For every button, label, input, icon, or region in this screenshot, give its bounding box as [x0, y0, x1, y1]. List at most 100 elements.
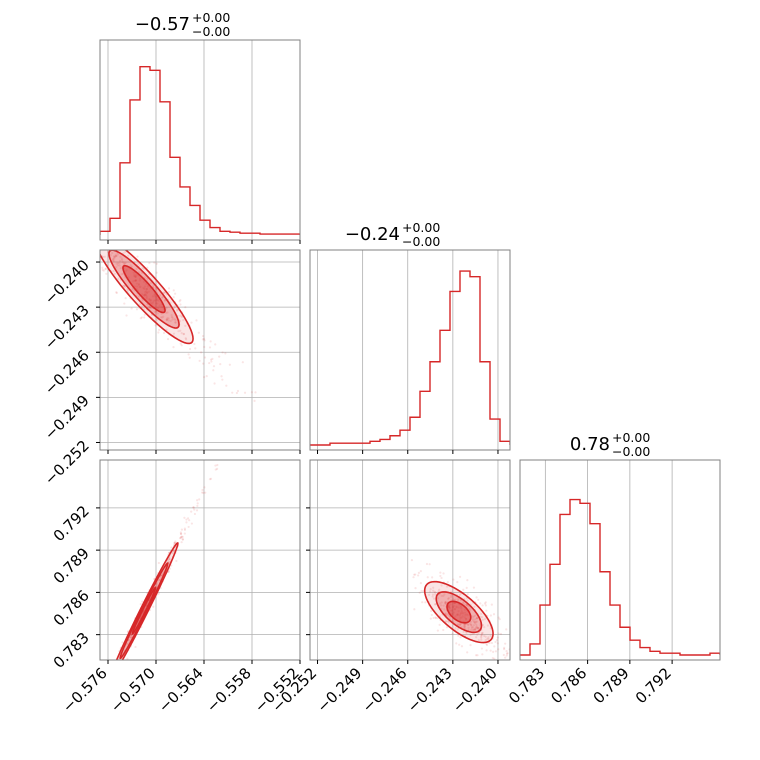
- sample-point: [431, 593, 435, 596]
- sample-point: [198, 498, 201, 501]
- sample-point: [428, 593, 431, 596]
- sample-point: [190, 321, 193, 324]
- sample-point: [450, 612, 453, 615]
- sample-point: [200, 351, 203, 354]
- sample-point: [134, 645, 137, 649]
- sample-point: [414, 573, 417, 576]
- sample-point: [105, 272, 108, 275]
- sample-point: [208, 346, 212, 349]
- sample-point: [173, 318, 176, 321]
- sample-point: [469, 644, 472, 647]
- sample-point: [103, 246, 105, 248]
- sample-point: [464, 613, 467, 617]
- sample-point: [115, 254, 118, 258]
- sample-point: [470, 623, 473, 626]
- sample-point: [172, 296, 175, 299]
- sample-point: [155, 299, 158, 302]
- sample-point: [87, 233, 89, 235]
- sample-point: [136, 255, 139, 258]
- sample-point: [490, 641, 493, 645]
- sample-point: [447, 597, 450, 600]
- sample-point: [497, 616, 500, 619]
- sample-point: [109, 680, 111, 682]
- sample-point: [224, 352, 227, 355]
- sample-point: [466, 605, 469, 608]
- sample-point: [457, 610, 460, 613]
- sample-point: [151, 295, 154, 298]
- sample-point: [414, 587, 417, 590]
- sample-point: [134, 279, 137, 282]
- sample-point: [480, 632, 484, 635]
- sample-point: [173, 541, 176, 545]
- sample-point: [480, 638, 483, 641]
- y-tick-label: −0.249: [41, 391, 93, 443]
- sample-point: [447, 607, 451, 610]
- sample-point: [464, 620, 467, 623]
- sample-point: [449, 606, 452, 609]
- sample-point: [179, 303, 182, 306]
- sample-point: [192, 506, 195, 509]
- sample-point: [112, 259, 115, 262]
- sample-point: [140, 305, 144, 308]
- sample-point: [111, 229, 113, 231]
- sample-point: [126, 289, 130, 292]
- sample-point: [117, 674, 119, 676]
- sample-point: [112, 669, 114, 671]
- sample-point: [160, 296, 164, 299]
- sample-point: [161, 306, 164, 309]
- sample-point: [473, 621, 477, 625]
- error-minus-2: −0.00: [612, 444, 650, 459]
- sample-point: [474, 628, 477, 631]
- sample-point: [165, 311, 168, 314]
- contour-0: [122, 264, 166, 314]
- sample-point: [187, 525, 190, 529]
- sample-point: [451, 632, 454, 635]
- x-tick-label: 0.792: [632, 664, 675, 707]
- sample-point: [123, 286, 127, 289]
- sample-point: [484, 638, 487, 642]
- sample-point: [434, 617, 438, 620]
- sample-point: [481, 631, 484, 634]
- sample-point: [505, 649, 508, 653]
- sample-point: [468, 607, 471, 610]
- sample-point: [202, 337, 206, 340]
- sample-point: [103, 242, 105, 244]
- sample-point: [203, 339, 206, 342]
- sample-point: [91, 227, 93, 229]
- sample-point: [476, 616, 479, 620]
- sample-point: [122, 284, 126, 288]
- sample-point: [154, 299, 157, 302]
- sample-point: [121, 260, 124, 264]
- sample-point: [236, 389, 240, 393]
- sample-point: [461, 615, 464, 618]
- sample-point: [474, 614, 477, 617]
- sample-point: [156, 307, 160, 310]
- sample-point: [137, 282, 141, 286]
- sample-point: [413, 573, 416, 576]
- sample-point: [42, 214, 44, 216]
- sample-point: [148, 297, 151, 301]
- sample-point: [152, 301, 155, 304]
- sample-point: [216, 463, 219, 467]
- sample-point: [106, 692, 108, 694]
- sample-point: [462, 588, 465, 591]
- sample-point: [132, 280, 135, 283]
- sample-point: [208, 361, 211, 365]
- sample-point: [454, 598, 457, 601]
- sample-point: [201, 338, 205, 341]
- sample-point: [148, 261, 151, 265]
- sample-point: [494, 640, 497, 644]
- frame-layer: [96, 39, 721, 664]
- contour-1: [435, 591, 483, 634]
- sample-point: [447, 604, 450, 607]
- sample-point: [210, 358, 213, 361]
- sample-point: [152, 299, 156, 302]
- text-layer: −0.252−0.249−0.246−0.243−0.240−0.576−0.5…: [41, 10, 675, 716]
- sample-point: [167, 290, 171, 294]
- sample-point: [176, 309, 179, 312]
- x-tick-label: −0.240: [449, 664, 501, 716]
- sample-point: [115, 266, 118, 269]
- sample-point: [506, 652, 509, 655]
- sample-point: [174, 540, 177, 543]
- sample-point: [135, 308, 139, 311]
